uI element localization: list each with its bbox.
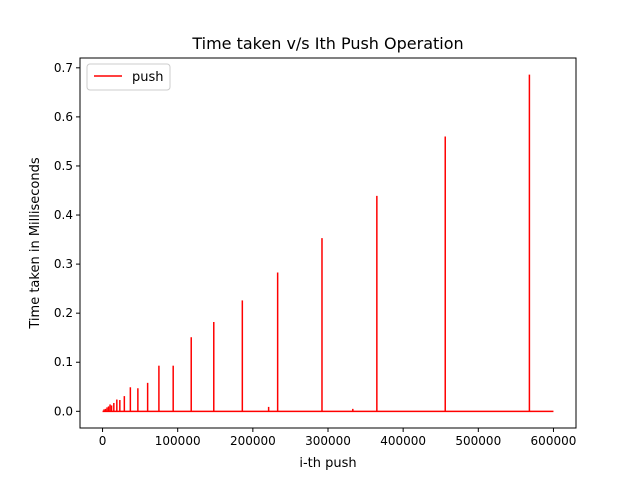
chart-title: Time taken v/s Ith Push Operation — [191, 34, 463, 53]
axes-frame — [79, 57, 577, 429]
x-tick-label: 500000 — [455, 434, 501, 448]
x-tick-label: 0 — [99, 434, 107, 448]
y-tick-label: 0.1 — [54, 355, 73, 369]
series-layer — [102, 74, 554, 413]
y-tick-label: 0.7 — [54, 61, 73, 75]
legend-box — [86, 63, 171, 91]
y-tick-label: 0.3 — [54, 257, 73, 271]
x-tick-label: 600000 — [531, 434, 577, 448]
x-tick-label: 400000 — [380, 434, 426, 448]
legend-label: push — [132, 70, 164, 85]
legend: push — [86, 63, 171, 91]
x-tick-label: 200000 — [230, 434, 276, 448]
y-axis-ticks: 0.0 0.1 0.2 0.3 0.4 0.5 0.6 0.7 — [54, 61, 80, 418]
y-tick-label: 0.6 — [54, 110, 73, 124]
y-tick-label: 0.0 — [54, 404, 73, 418]
x-axis-ticks: 0 100000 200000 300000 400000 500000 600000 — [99, 428, 577, 448]
y-tick-label: 0.2 — [54, 306, 73, 320]
x-tick-label: 300000 — [305, 434, 351, 448]
plot-area — [80, 58, 576, 428]
y-tick-label: 0.5 — [54, 159, 73, 173]
x-tick-label: 100000 — [155, 434, 201, 448]
y-axis-label: Time taken in Milliseconds — [28, 157, 43, 329]
y-tick-label: 0.4 — [54, 208, 73, 222]
x-axis-label: i-th push — [299, 456, 356, 471]
